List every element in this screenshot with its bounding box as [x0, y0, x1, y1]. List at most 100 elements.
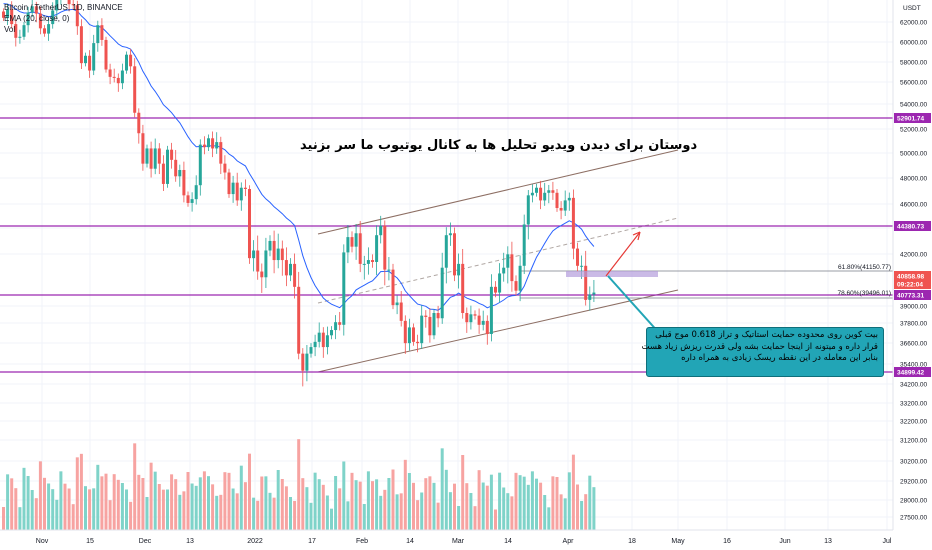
y-tick-label: 29200.00	[900, 479, 927, 486]
legend: Bitcoin / TetherUS, 1D, BINANCE EMA (20,…	[4, 2, 123, 35]
volume-bar	[202, 471, 206, 530]
volume-bar	[223, 472, 227, 530]
drawings	[566, 231, 661, 335]
volume-bar	[330, 508, 333, 530]
candle-body	[420, 315, 424, 344]
price-label: 52901.74	[897, 116, 924, 123]
candle-body	[444, 235, 448, 268]
candle-body	[338, 322, 342, 325]
candle-body	[489, 286, 493, 334]
volume-bar	[145, 497, 149, 530]
candle-body	[473, 314, 477, 316]
fib-label: 78.60%(39496.01)	[838, 290, 892, 297]
candle-body	[580, 265, 584, 267]
volume-bar	[465, 483, 469, 530]
volume-bar	[67, 488, 71, 530]
volume-bar	[416, 500, 420, 530]
volume-bar	[59, 471, 63, 530]
volume-bar	[522, 476, 526, 530]
volume-bar	[334, 476, 338, 530]
volume-bar	[51, 489, 55, 530]
projection-arrow	[605, 231, 641, 277]
volume-bar	[481, 482, 485, 530]
candle-body	[75, 5, 79, 27]
candle-body	[453, 233, 456, 276]
volume-bar	[239, 465, 243, 530]
candle-body	[354, 233, 358, 247]
volume-bar	[391, 469, 395, 530]
callout-line: بنابر این معامله در این نقطه ریسک زیادی …	[681, 353, 878, 363]
volume-bar	[248, 453, 251, 530]
volume-bar	[469, 493, 473, 530]
candle-body	[387, 269, 391, 271]
candle-body	[592, 292, 596, 295]
volume-bar	[571, 454, 575, 530]
volume-bar	[428, 476, 432, 530]
candle-body	[334, 322, 338, 331]
volume-bar	[256, 500, 260, 530]
candle-body	[272, 240, 276, 261]
candle-body	[313, 341, 317, 348]
candle-body	[174, 159, 178, 177]
volume-bar	[194, 485, 198, 530]
volume-bar	[424, 478, 428, 530]
symbol-title[interactable]: Bitcoin / TetherUS, 1D, BINANCE	[4, 3, 123, 12]
y-tick-label: 60000.00	[900, 40, 927, 47]
candle-body	[563, 200, 567, 211]
candle-body	[235, 182, 239, 201]
candle-body	[157, 148, 161, 164]
candle-body	[526, 195, 530, 225]
volume-bar	[317, 479, 321, 530]
candle-body	[178, 169, 182, 177]
candle-body	[149, 148, 153, 169]
volume-bar	[362, 504, 366, 530]
candle-body	[584, 265, 588, 300]
volume-bar	[79, 453, 83, 530]
candle-body	[325, 335, 329, 348]
candle-body	[567, 197, 571, 201]
x-tick-label: Feb	[356, 538, 368, 545]
volume-bar	[436, 502, 440, 530]
volume-bar	[432, 482, 436, 530]
y-tick-label: 48000.00	[900, 176, 927, 183]
volume-bar	[141, 478, 145, 530]
volume-bar	[92, 488, 96, 530]
candle-body	[379, 225, 383, 236]
candle-body	[547, 190, 551, 193]
candle-body	[321, 332, 325, 348]
candle-body	[498, 273, 502, 293]
candle-body	[227, 172, 231, 195]
volume-bar	[297, 439, 301, 530]
volume-bar	[399, 493, 403, 530]
volume-bar	[510, 496, 514, 530]
candle-body	[67, 0, 71, 5]
volume-bar	[231, 488, 235, 530]
candle-body	[403, 320, 407, 344]
currency-label: USDT	[903, 5, 921, 12]
candle-body	[264, 250, 268, 278]
volume-bar	[18, 507, 22, 530]
callout-line: بیت کوین روی محدوده حمایت استاتیک و تراز…	[655, 330, 878, 340]
volume-bar	[6, 474, 10, 530]
volume-bar	[526, 484, 530, 530]
x-tick-label: 14	[406, 538, 414, 545]
candle-body	[125, 54, 128, 71]
analysis-callout[interactable]: بیت کوین روی محدوده حمایت استاتیک و تراز…	[641, 327, 884, 377]
volume-bar	[125, 489, 128, 530]
callout-line: قرار داره و میتونه از اینجا حمایت بشه ول…	[641, 341, 878, 352]
ema-legend[interactable]: EMA (20, close, 0)	[4, 14, 70, 23]
volume-bar	[161, 489, 165, 530]
volume-legend[interactable]: Vol	[4, 25, 16, 34]
candle-body	[362, 263, 366, 265]
volume-bar	[166, 489, 169, 530]
candle-body	[84, 55, 87, 64]
y-tick-label: 42000.00	[900, 252, 927, 259]
volume-bar	[243, 482, 247, 530]
y-tick-label: 35400.00	[900, 362, 927, 369]
x-tick-label: Dec	[139, 538, 152, 545]
x-tick-label: 14	[504, 538, 512, 545]
volume-bars	[2, 439, 596, 530]
candle-body	[309, 347, 313, 354]
